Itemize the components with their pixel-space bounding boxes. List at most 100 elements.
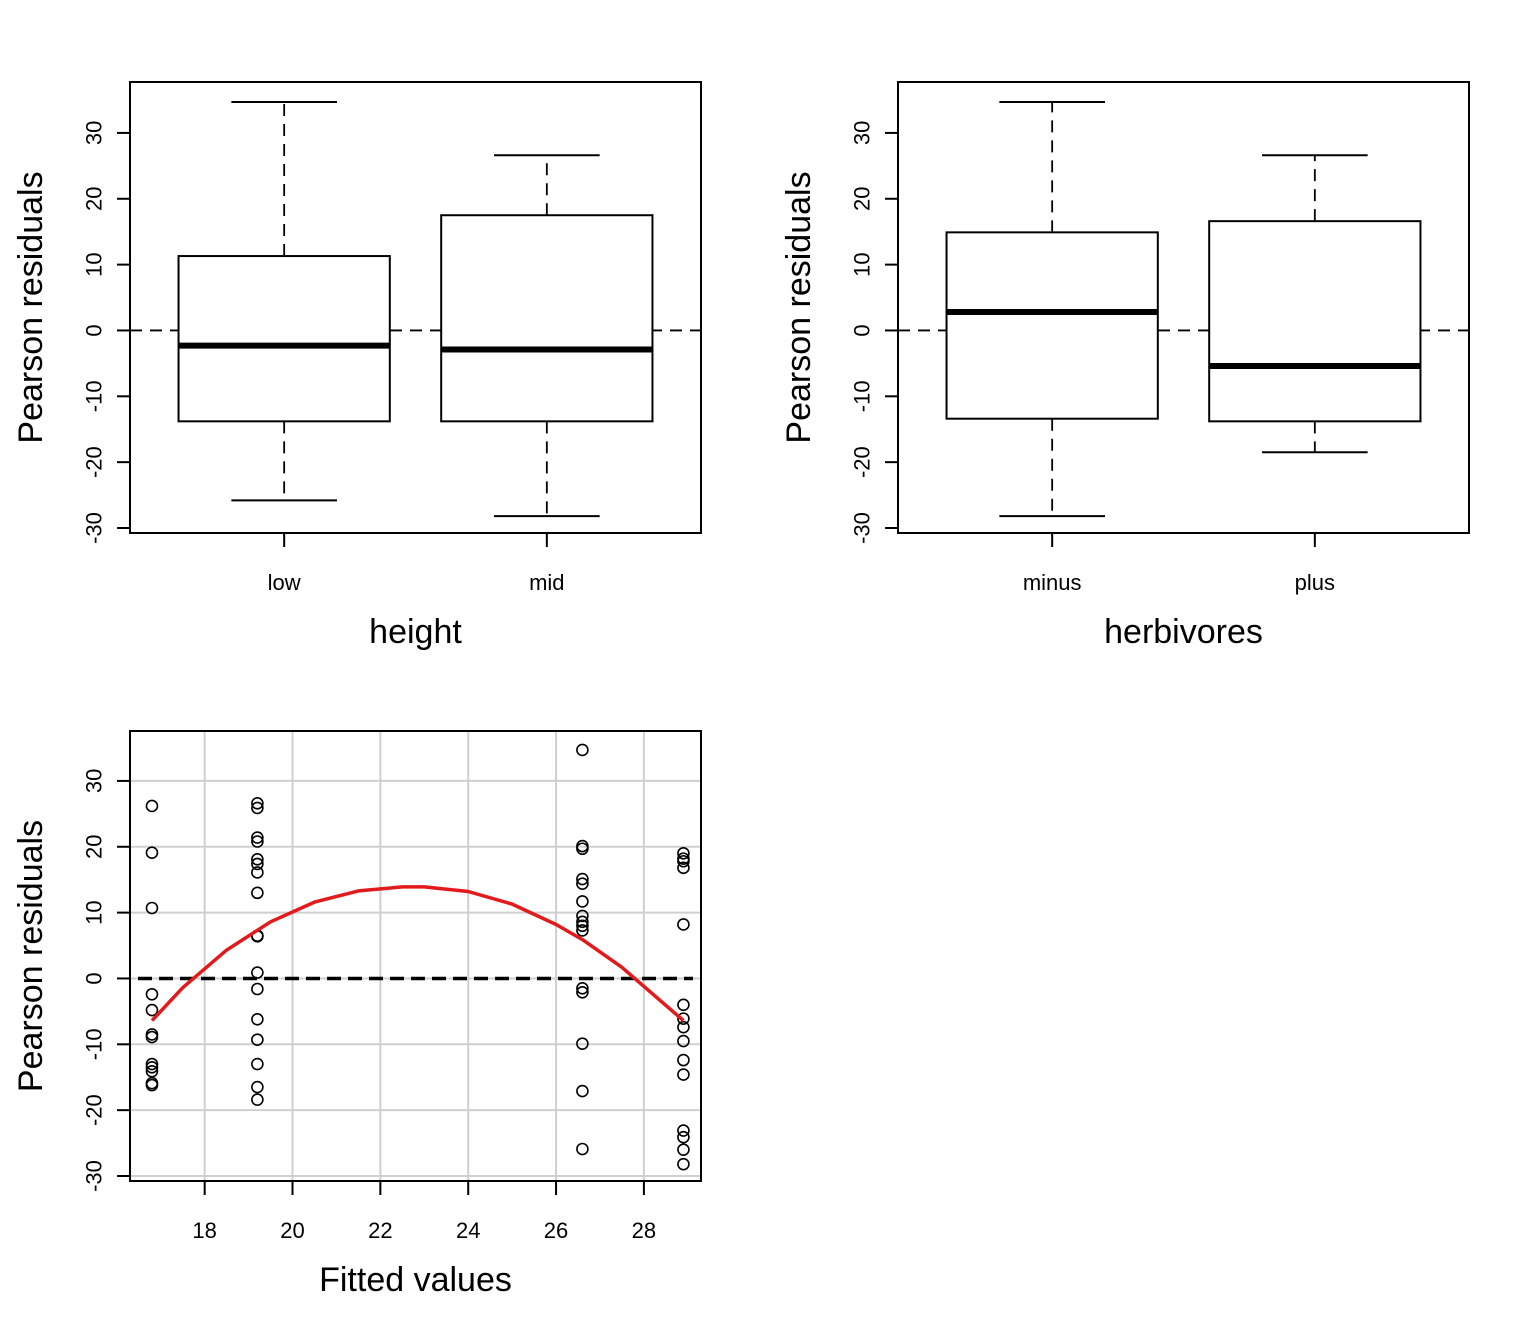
data-point: [145, 846, 159, 859]
y-tick-label: 0: [82, 972, 107, 984]
y-tick-label: 20: [82, 187, 107, 211]
data-point: [145, 1065, 159, 1078]
box-mid: [440, 154, 654, 518]
data-point: [145, 1061, 159, 1074]
data-point: [576, 1037, 589, 1050]
y-tick-label: -30: [82, 1160, 107, 1192]
y-tick-label: -20: [850, 446, 875, 478]
data-point: [251, 1093, 264, 1106]
data-point: [576, 919, 589, 933]
data-point: [145, 901, 159, 915]
residuals-vs-fitted-panel: 18 20 22 24 26 28 Fitted values -30 -20 -10 0 10 20 3…: [12, 730, 702, 1299]
x-tick-label: plus: [1295, 570, 1335, 595]
data-point: [677, 1068, 690, 1081]
box-plus: [1208, 154, 1422, 454]
data-point: [677, 1124, 690, 1137]
data-point: [576, 842, 589, 856]
data-point: [576, 877, 589, 890]
y-tick-label: 0: [82, 324, 107, 336]
data-point: [677, 1034, 690, 1048]
y-axis-title: Pearson residuals: [12, 820, 50, 1092]
y-tick-label: 30: [82, 121, 107, 145]
data-point: [677, 854, 690, 868]
x-axis-title: height: [369, 613, 462, 651]
x-tick-label: minus: [1023, 570, 1082, 595]
y-tick-label: 20: [850, 187, 875, 211]
y-tick-label: 10: [850, 252, 875, 276]
box-low: [177, 100, 391, 502]
data-point: [576, 1142, 589, 1156]
x-tick-label: 26: [544, 1218, 568, 1243]
x-tick-label: 18: [192, 1218, 216, 1243]
boxplot-herbivores-panel: minus plus herbivores -30 -20 -10 0 10 20 30 Pears…: [780, 81, 1470, 651]
x-tick-label: mid: [529, 570, 564, 595]
data-point: [251, 835, 264, 848]
data-point: [677, 861, 690, 875]
data-point: [576, 982, 589, 995]
data-point: [677, 1157, 690, 1171]
iqr-box: [440, 214, 654, 423]
data-point: [677, 847, 690, 860]
data-point: [251, 866, 264, 879]
y-tick-label: 10: [82, 900, 107, 924]
data-point: [677, 998, 690, 1012]
iqr-box: [945, 231, 1159, 420]
y-tick-label: -20: [82, 1094, 107, 1126]
data-point: [251, 982, 264, 996]
y-tick-label: -10: [82, 1028, 107, 1060]
data-point: [576, 1084, 589, 1098]
data-point: [251, 886, 264, 900]
y-tick-label: 10: [82, 252, 107, 276]
data-point: [576, 872, 589, 886]
data-point: [145, 987, 159, 1001]
data-point: [251, 1057, 264, 1071]
data-point: [677, 918, 690, 931]
plot-area: [130, 731, 701, 1181]
y-axis-title: Pearson residuals: [780, 171, 818, 443]
data-point: [251, 1033, 264, 1046]
x-tick-label: 28: [632, 1218, 656, 1243]
x-tick-label: 22: [368, 1218, 392, 1243]
y-tick-label: -10: [82, 380, 107, 412]
y-tick-label: -30: [850, 512, 875, 544]
data-point: [576, 743, 589, 757]
y-tick-label: -20: [82, 446, 107, 478]
y-tick-label: -30: [82, 512, 107, 544]
y-tick-label: 30: [850, 121, 875, 145]
data-point: [145, 799, 159, 813]
data-point: [145, 1030, 159, 1044]
data-point: [251, 857, 264, 871]
data-point: [145, 1057, 159, 1071]
y-tick-label: 0: [850, 324, 875, 336]
data-point: [251, 966, 264, 979]
x-axis-title: herbivores: [1104, 613, 1263, 651]
data-point: [251, 801, 264, 815]
data-point: [576, 915, 589, 929]
data-point: [576, 909, 589, 923]
data-point: [677, 1053, 690, 1067]
data-point: [576, 985, 589, 999]
x-tick-label: 20: [280, 1218, 304, 1243]
y-axis-title: Pearson residuals: [12, 171, 50, 443]
data-point: [677, 1020, 690, 1034]
data-point: [251, 1080, 264, 1094]
data-point: [251, 1012, 264, 1026]
boxplot-height-panel: low mid height -30 -20 -10 0 10 20 30 Pearson resi…: [12, 81, 702, 651]
iqr-box: [177, 255, 391, 423]
data-point: [576, 924, 589, 937]
data-point: [677, 1130, 690, 1144]
iqr-box: [1208, 220, 1422, 423]
y-tick-label: -10: [850, 380, 875, 412]
y-tick-label: 30: [82, 769, 107, 793]
smoother-curve: [150, 885, 685, 1022]
grid: [130, 731, 701, 1181]
x-tick-label: low: [268, 570, 301, 595]
data-point: [251, 831, 264, 844]
data-points: [145, 743, 690, 1171]
data-point: [677, 1143, 690, 1156]
data-point: [677, 1012, 690, 1025]
box-minus: [945, 100, 1159, 518]
x-tick-label: 24: [456, 1218, 480, 1243]
data-point: [576, 895, 589, 908]
data-point: [145, 1003, 159, 1017]
